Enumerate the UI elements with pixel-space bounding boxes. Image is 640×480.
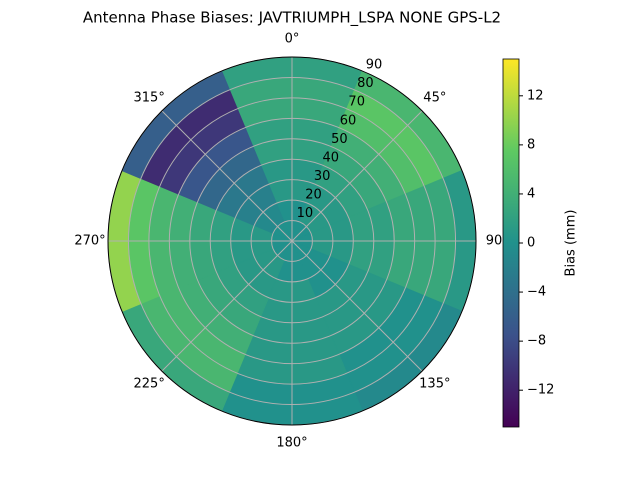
angular-grid-line bbox=[161, 240, 293, 372]
chart-title: Antenna Phase Biases: JAVTRIUMPH_LSPA NO… bbox=[83, 9, 501, 28]
angular-tick-label: 180° bbox=[276, 436, 307, 451]
angular-tick-label: 225° bbox=[134, 376, 165, 391]
angular-tick-label: 0° bbox=[285, 32, 300, 47]
colorbar-tick-label: 8 bbox=[527, 137, 535, 152]
colorbar-tick-label: 4 bbox=[527, 186, 535, 201]
colorbar-tick-label: −8 bbox=[527, 334, 546, 349]
radial-tick-label: 10 bbox=[297, 206, 314, 221]
colorbar-tick-label: −12 bbox=[527, 383, 554, 398]
angular-tick-label: 135° bbox=[419, 376, 450, 391]
colorbar-tick-label: −4 bbox=[527, 285, 546, 300]
angular-tick-label: 90 bbox=[486, 234, 503, 249]
radial-tick-label: 30 bbox=[314, 169, 331, 184]
polar-grid bbox=[107, 56, 477, 426]
angular-tick-label: 315° bbox=[134, 91, 165, 106]
angular-grid-line bbox=[291, 240, 423, 372]
angular-grid-line bbox=[161, 110, 293, 242]
radial-tick-label: 40 bbox=[323, 150, 340, 165]
polar-frame bbox=[107, 56, 477, 426]
radial-tick-label: 20 bbox=[305, 187, 322, 202]
colorbar-tick-label: 12 bbox=[527, 88, 544, 103]
radial-tick-label: 50 bbox=[331, 132, 348, 147]
radial-tick-label: 80 bbox=[357, 76, 374, 91]
radial-tick-label: 70 bbox=[348, 95, 365, 110]
angular-grid-line bbox=[291, 110, 423, 242]
angular-tick-label: 45° bbox=[423, 91, 446, 106]
colorbar-tick-label: 0 bbox=[527, 236, 535, 251]
radial-tick-label: 90 bbox=[366, 58, 383, 73]
radial-tick-label: 60 bbox=[340, 113, 357, 128]
colorbar bbox=[502, 58, 520, 428]
angular-tick-label: 270° bbox=[74, 234, 105, 249]
colorbar-label: Bias (mm) bbox=[564, 210, 579, 277]
